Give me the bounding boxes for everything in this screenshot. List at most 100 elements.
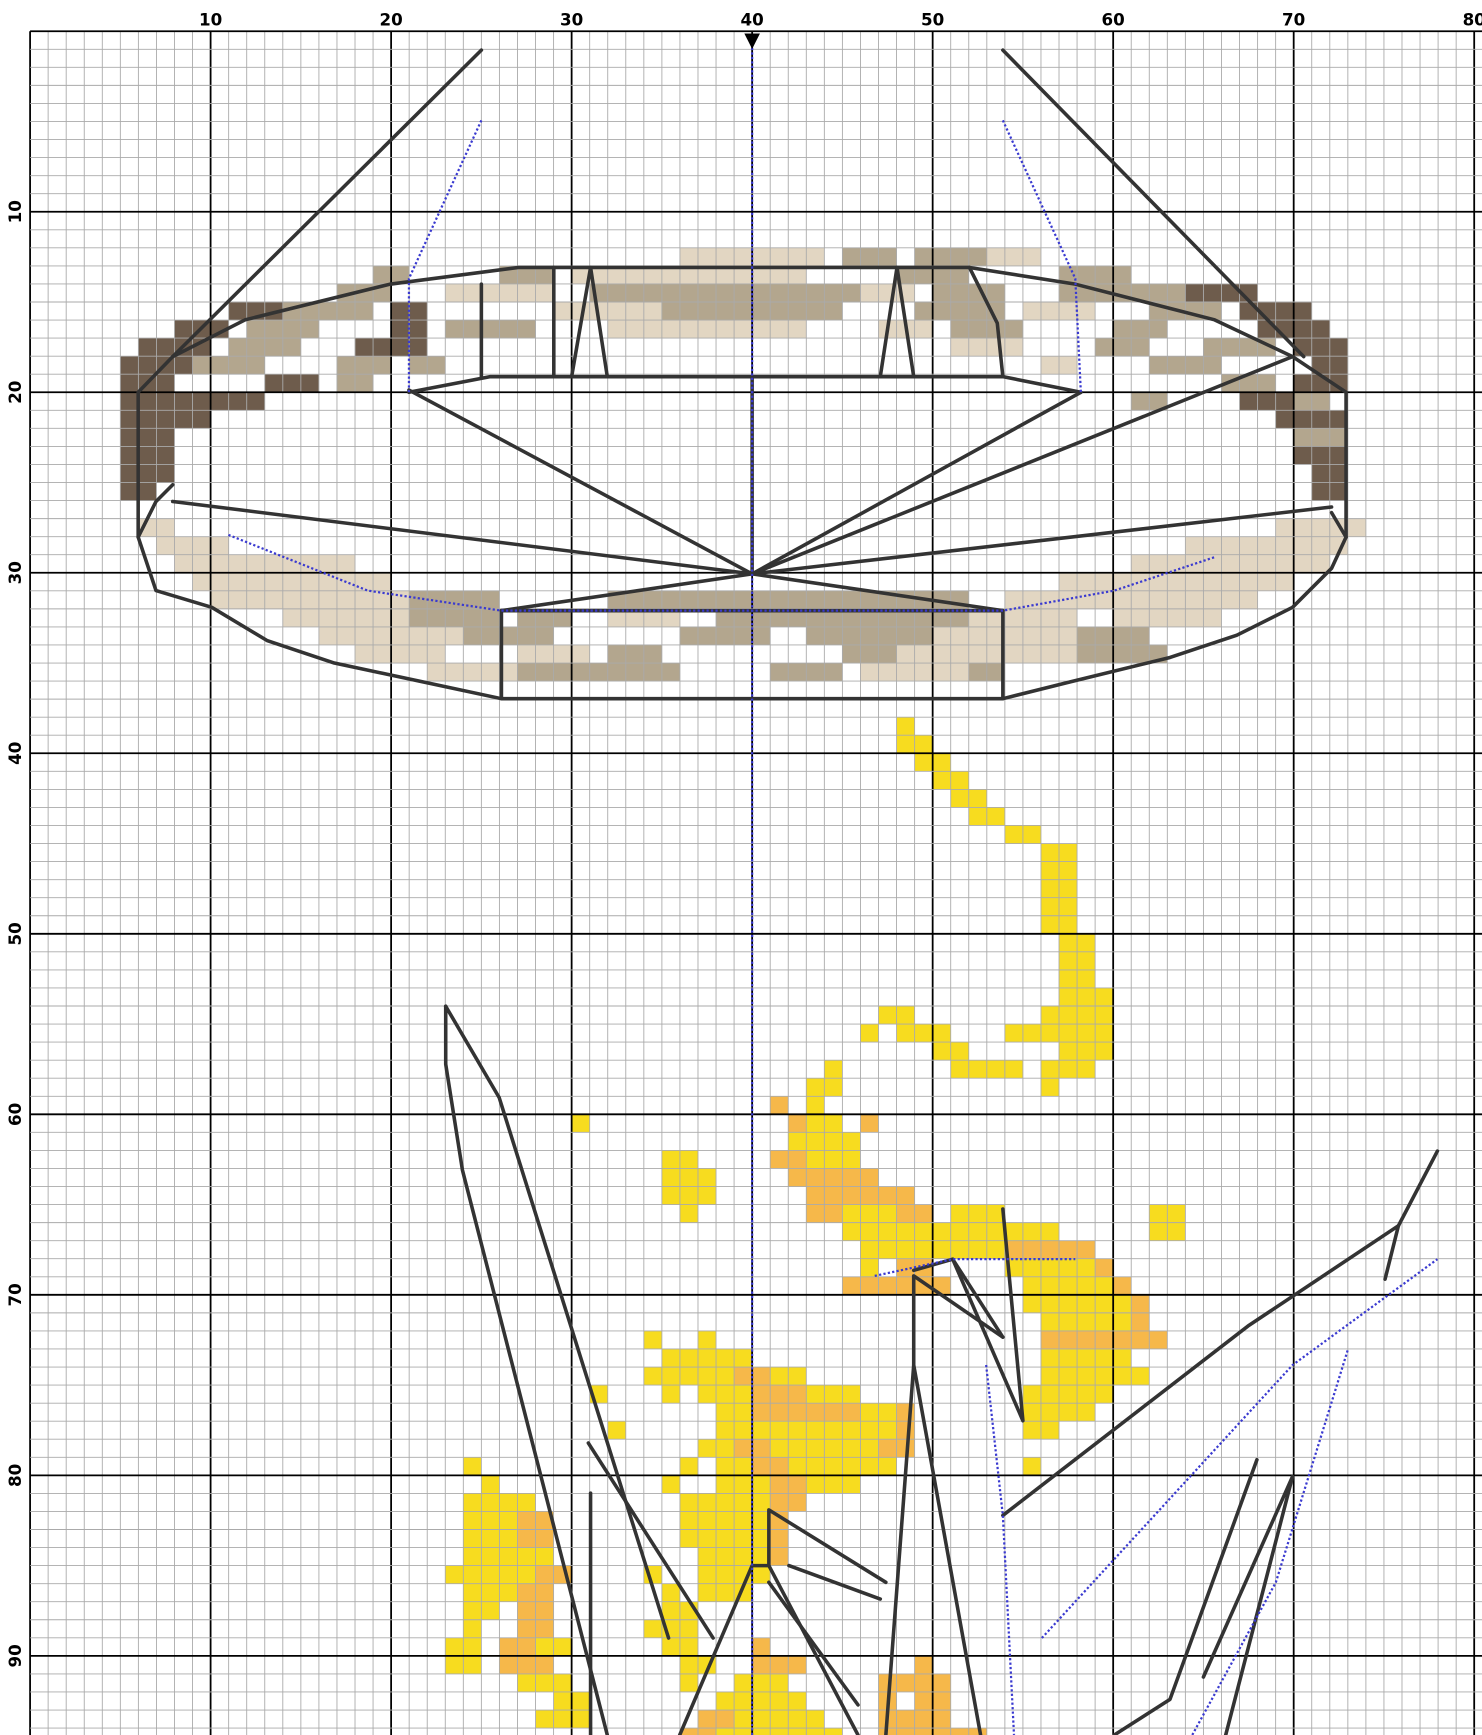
- stitch-cell: [896, 1421, 915, 1440]
- petal: [950, 1207, 1025, 1423]
- stitch-cell: [481, 1475, 500, 1494]
- stitch-cell: [661, 1186, 717, 1205]
- stitch-cell: [1131, 1294, 1150, 1313]
- stitch-cell: [770, 1529, 789, 1548]
- stitch-cell: [752, 1655, 807, 1674]
- backstitch: [170, 48, 484, 359]
- stitch-cell: [120, 428, 175, 447]
- stitch-cell: [571, 1114, 590, 1133]
- stitch-cell: [264, 374, 319, 393]
- stitch-cell: [463, 1511, 518, 1530]
- stitch-cell: [1293, 428, 1348, 447]
- backstitch: [569, 265, 610, 379]
- stitch-cell: [770, 1511, 789, 1530]
- stitch-cell: [409, 608, 500, 627]
- stitch-cell: [607, 1421, 626, 1440]
- stitch-cell: [192, 572, 392, 591]
- stitch-cell: [661, 1475, 680, 1494]
- row-number: 40: [5, 742, 25, 765]
- stitch-cell: [1293, 446, 1348, 465]
- stitch-cell: [1004, 1258, 1096, 1277]
- stitch-cell: [770, 1547, 789, 1566]
- row-number: 50: [5, 922, 25, 945]
- stitch-cell: [914, 1655, 933, 1674]
- petal: [767, 1508, 888, 1585]
- column-number: 40: [741, 10, 764, 30]
- stitch-cell: [806, 1475, 861, 1494]
- stitch-cell: [1059, 572, 1294, 591]
- stitch-cell: [806, 1150, 861, 1169]
- stitch-cell: [679, 1511, 771, 1530]
- stitch-cell: [950, 1204, 1005, 1223]
- stitch-cell: [607, 590, 807, 609]
- column-number: 80: [1463, 10, 1482, 30]
- ring-outline: [136, 265, 1348, 701]
- stitch-cell: [661, 1583, 680, 1602]
- stitch-cell: [661, 1385, 680, 1404]
- stitch-cell: [1131, 1312, 1150, 1331]
- stitch-cells: [120, 247, 1366, 1735]
- petal: [677, 1563, 860, 1735]
- stitch-cell: [1040, 1060, 1096, 1079]
- column-number: 60: [1102, 10, 1125, 30]
- backstitch: [1329, 510, 1348, 539]
- stitch-cell: [643, 1330, 662, 1349]
- blue-backstitch: [1001, 119, 1082, 393]
- backstitch: [1001, 48, 1306, 359]
- stitch-cell: [643, 1619, 698, 1638]
- stitch-cell: [679, 1493, 771, 1512]
- stitch-cell: [517, 608, 572, 627]
- stitch-cell: [860, 1258, 879, 1277]
- stitch-cell: [427, 663, 518, 682]
- stitch-cell: [517, 1673, 572, 1692]
- stitch-cell: [661, 1168, 717, 1187]
- stitch-cell: [589, 283, 861, 302]
- center-arrow: [744, 33, 760, 50]
- stitch-cell: [1022, 1276, 1114, 1295]
- blue-backstitch: [985, 1364, 1016, 1735]
- stitch-cell: [716, 1728, 843, 1735]
- blue-backstitch: [228, 533, 1215, 612]
- column-number: 30: [560, 10, 583, 30]
- stitch-cell: [806, 1186, 861, 1205]
- leaf: [1001, 1149, 1440, 1518]
- backstitch: [407, 374, 1083, 395]
- column-number: 20: [379, 10, 402, 30]
- stitch-cell: [445, 320, 536, 339]
- row-number: 10: [5, 200, 25, 223]
- stitch-cell: [679, 1457, 698, 1476]
- stitch-cell: [697, 1330, 717, 1349]
- stitch-cell: [950, 1222, 1005, 1241]
- stitch-cell: [860, 1186, 915, 1205]
- row-number: 20: [5, 381, 25, 404]
- row-number: 80: [5, 1464, 25, 1487]
- leaf: [1383, 1223, 1401, 1282]
- blue-backstitch: [1191, 1347, 1350, 1735]
- stitch-cell: [806, 1096, 825, 1115]
- stitch-cell: [914, 302, 1005, 321]
- grid: [29, 30, 1482, 1735]
- stitch-cell: [842, 247, 897, 266]
- stitch-cell: [643, 1367, 735, 1386]
- stitch-cell: [679, 626, 771, 645]
- stitch-cell: [607, 644, 662, 664]
- stitch-cell: [535, 1710, 590, 1729]
- stitch-cell: [697, 1385, 753, 1404]
- column-number: 70: [1282, 10, 1305, 30]
- stitch-cell: [679, 1529, 771, 1548]
- stitch-cell: [860, 1114, 879, 1133]
- stitch-cell: [355, 644, 446, 664]
- leaf: [1112, 1457, 1259, 1735]
- leaf: [443, 1004, 610, 1735]
- blue-backstitch: [1041, 1258, 1439, 1639]
- stitch-cell: [517, 663, 680, 682]
- stitch-cell: [463, 1547, 554, 1566]
- stitch-cell: [716, 1475, 771, 1494]
- backstitch: [967, 265, 1005, 379]
- row-number: 30: [5, 561, 25, 584]
- stem: [911, 1274, 1005, 1367]
- stitch-cell: [282, 302, 374, 321]
- stitch-cell: [120, 464, 175, 483]
- petal: [767, 1580, 860, 1707]
